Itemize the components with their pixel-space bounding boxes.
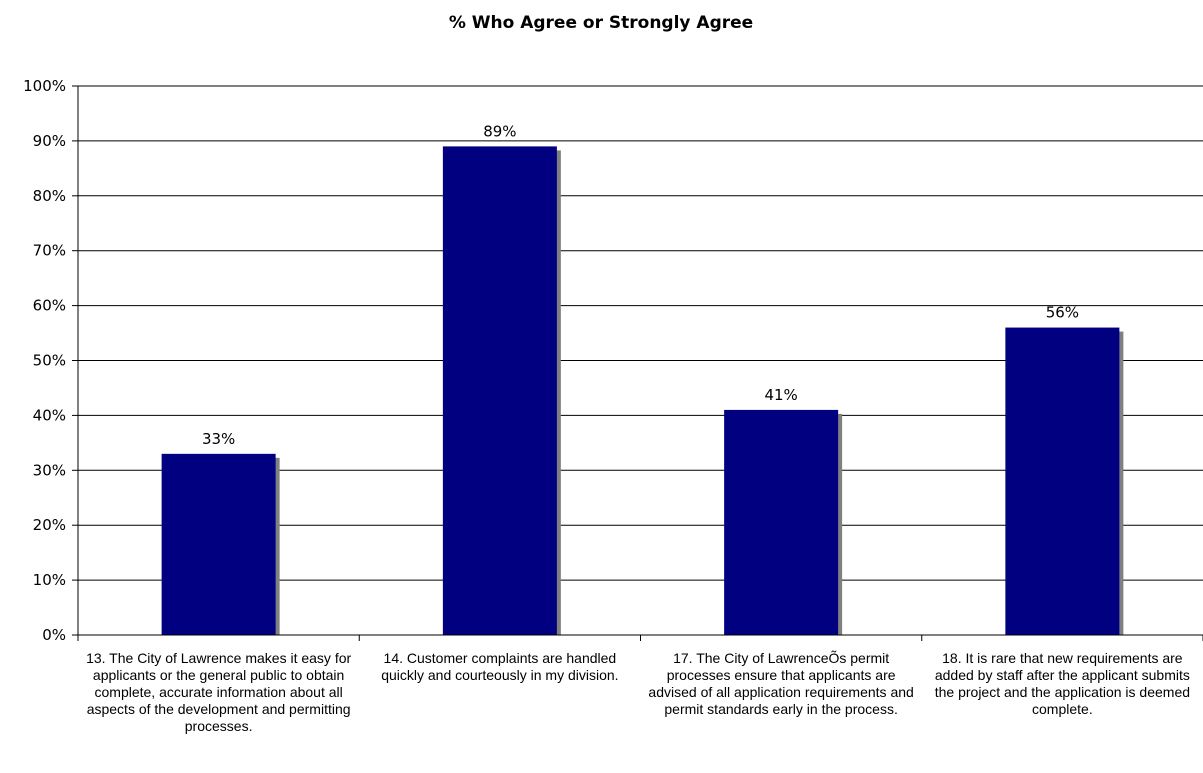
x-category-label: 13. The City of Lawrence makes it easy f… (86, 650, 352, 734)
data-label: 89% (483, 122, 516, 140)
data-label: 33% (202, 430, 235, 448)
bar (442, 146, 557, 635)
bar (161, 453, 276, 635)
y-tick-label: 70% (33, 242, 66, 260)
x-category-label: 17. The City of LawrenceÕs permit proces… (648, 650, 914, 717)
x-category-label: 14. Customer complaints are handled quic… (381, 650, 619, 683)
x-category-label: 18. It is rare that new requirements are… (934, 650, 1191, 717)
y-tick-label: 100% (23, 77, 66, 95)
y-tick-label: 0% (42, 626, 66, 644)
bar (724, 409, 839, 635)
data-label: 56% (1046, 304, 1079, 322)
data-label: 41% (764, 386, 797, 404)
y-tick-label: 90% (33, 132, 66, 150)
y-tick-label: 40% (33, 406, 66, 424)
y-tick-label: 80% (33, 187, 66, 205)
y-tick-label: 20% (33, 516, 66, 534)
chart-title: % Who Agree or Strongly Agree (449, 13, 753, 33)
y-tick-label: 10% (33, 571, 66, 589)
y-tick-label: 60% (33, 297, 66, 315)
bar (1005, 327, 1120, 635)
y-tick-label: 30% (33, 461, 66, 479)
y-tick-label: 50% (33, 352, 66, 370)
